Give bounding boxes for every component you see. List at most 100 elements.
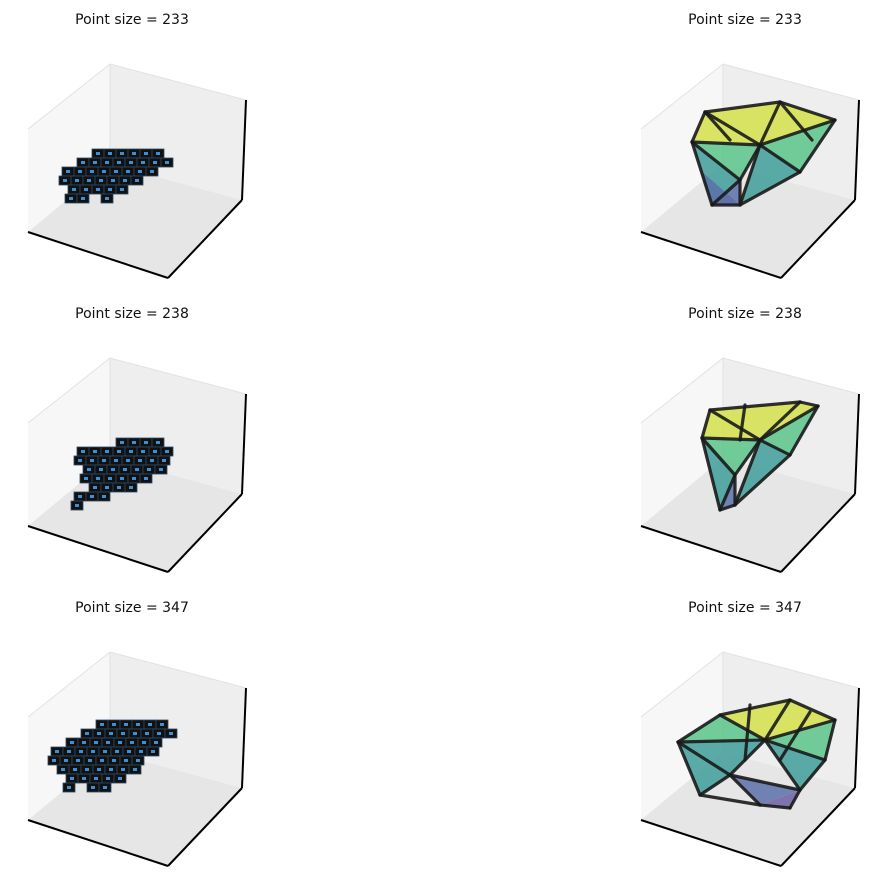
voxel-dot <box>102 495 106 498</box>
hull-edge <box>733 438 762 507</box>
voxel-dot <box>114 459 118 462</box>
left-pane <box>641 64 723 232</box>
voxel-dot <box>112 723 116 726</box>
hull-face <box>705 102 780 145</box>
hull-face <box>720 700 790 740</box>
voxel-dot <box>103 750 107 753</box>
voxel-dot <box>105 450 109 453</box>
voxel-plot-3d <box>27 63 247 279</box>
voxel-dot <box>78 459 82 462</box>
voxel-dot <box>121 732 125 735</box>
voxel-dot <box>153 161 157 164</box>
voxel-dot <box>132 152 136 155</box>
hull-edge <box>690 140 762 147</box>
voxel-dot <box>105 486 109 489</box>
hull-edge <box>708 400 802 412</box>
voxel-plot-3d <box>27 357 247 573</box>
z-axis-line <box>241 687 247 789</box>
voxel-dot <box>117 486 121 489</box>
voxel-dot <box>159 468 163 471</box>
voxel-dot <box>132 477 136 480</box>
hull-edge <box>700 436 722 512</box>
voxel-dot <box>129 450 133 453</box>
hull-edge <box>758 803 792 810</box>
panel-1-hull: Point size = 233 <box>615 4 875 279</box>
hull-edge <box>718 473 737 512</box>
x-axis-line <box>27 525 169 573</box>
voxel-dot <box>97 732 101 735</box>
hull-edge <box>698 773 732 797</box>
hull-edge <box>676 740 702 797</box>
voxel-plot-3d <box>27 651 247 867</box>
panel-2-hull: Point size = 238 <box>615 298 875 573</box>
voxel-dot <box>99 468 103 471</box>
hull-edge <box>743 703 752 762</box>
hull-face <box>760 790 800 808</box>
voxel-dot <box>135 468 139 471</box>
panel-title: Point size = 238 <box>75 306 189 322</box>
voxel-dot <box>72 188 76 191</box>
voxel-dot <box>120 188 124 191</box>
hull-face <box>730 775 800 805</box>
voxel-dot <box>108 477 112 480</box>
y-axis-line <box>780 787 856 867</box>
voxel-dot <box>79 750 83 753</box>
hull-edge <box>690 140 714 207</box>
voxel-dot <box>120 477 124 480</box>
hull-edge <box>703 110 762 147</box>
voxel-dot <box>124 759 128 762</box>
hull-face <box>692 112 760 145</box>
voxel-dot <box>133 768 137 771</box>
voxel-dot <box>111 468 115 471</box>
panel-3-voxels: Point size = 347 <box>2 592 262 867</box>
x-axis-line <box>27 231 169 279</box>
voxel-dot <box>63 179 67 182</box>
voxel-dot <box>96 152 100 155</box>
left-pane <box>28 358 110 526</box>
voxel-dot <box>133 732 137 735</box>
voxel-dot <box>132 441 136 444</box>
voxel-dot <box>169 732 173 735</box>
hull-face <box>760 406 818 455</box>
hull-edge <box>718 698 792 717</box>
voxel-dot <box>85 768 89 771</box>
voxel-dot <box>111 179 115 182</box>
voxel-dot <box>148 723 152 726</box>
panel-3-hull: Point size = 347 <box>615 592 875 867</box>
hull-edge <box>778 710 812 762</box>
voxel-dot <box>142 741 146 744</box>
voxel-dot <box>82 741 86 744</box>
voxel-dot <box>90 495 94 498</box>
left-pane <box>28 652 110 820</box>
left-pane <box>28 64 110 232</box>
z-axis-line <box>854 99 860 201</box>
voxel-dot <box>144 441 148 444</box>
voxel-dot <box>150 459 154 462</box>
hull-edge <box>700 436 737 477</box>
voxel-dot <box>147 468 151 471</box>
left-pane <box>641 652 723 820</box>
voxel-dot <box>75 504 79 507</box>
voxel-dot <box>123 468 127 471</box>
voxel-dot <box>67 750 71 753</box>
z-axis-line <box>854 393 860 495</box>
hull-face <box>678 740 765 775</box>
voxel-dot <box>105 197 109 200</box>
voxel-dot <box>88 759 92 762</box>
voxel-dot <box>121 768 125 771</box>
voxel-dot <box>120 152 124 155</box>
hull-plot-3d <box>640 357 860 573</box>
voxel-dot <box>105 161 109 164</box>
x-axis-line <box>640 525 782 573</box>
voxel-dot <box>165 450 169 453</box>
hull-edge <box>728 773 762 807</box>
hull-face <box>735 440 790 505</box>
voxel-dot <box>117 161 121 164</box>
voxel-dot <box>118 777 122 780</box>
y-axis-line <box>167 493 243 573</box>
voxel-dot <box>52 759 56 762</box>
hull-edge <box>733 438 762 477</box>
hull-edge <box>703 100 782 114</box>
hull-edge <box>788 788 802 810</box>
voxel-dot <box>100 759 104 762</box>
